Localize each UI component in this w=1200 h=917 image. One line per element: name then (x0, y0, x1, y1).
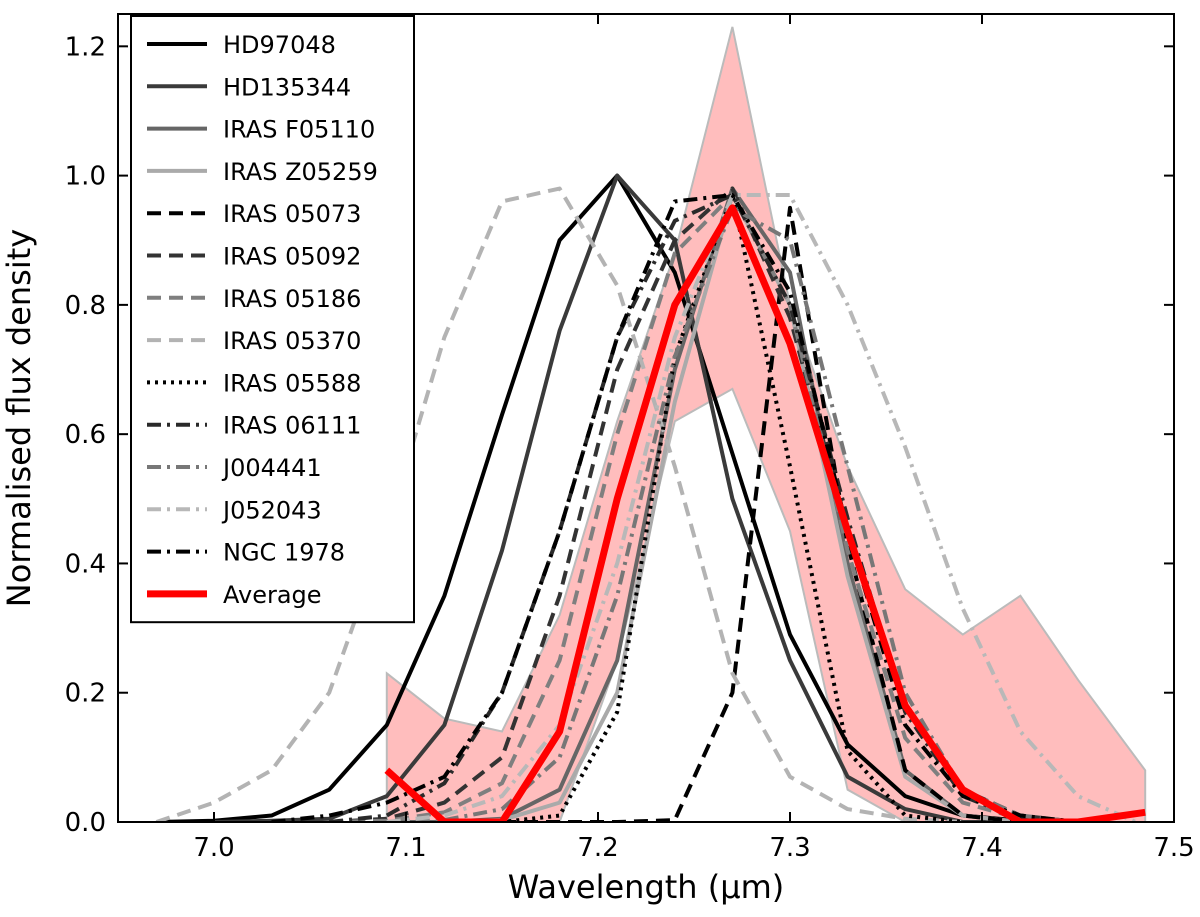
legend-label-iras-05588: IRAS 05588 (223, 369, 361, 397)
plot-frame (117, 13, 1175, 823)
legend-label-iras-05092: IRAS 05092 (223, 243, 361, 271)
y-tick-label: 0.2 (65, 679, 106, 709)
x-tick-label: 7.1 (385, 833, 426, 863)
x-tick-label: 7.0 (193, 833, 234, 863)
legend-label-j052043: J052043 (221, 496, 322, 524)
ticks-layer: 7.0 7.1 7.2 7.3 7.4 7.5 0.0 0.2 0.4 0.6 0.8 1.0 1.2 (65, 14, 1195, 863)
x-tick-label: 7.4 (961, 833, 1002, 863)
series-line-iras-05370 (155, 186, 963, 822)
y-tick-label: 1.2 (65, 32, 106, 62)
series-line-j004441 (386, 205, 1079, 822)
legend: HD97048 HD135344 IRAS F05110 IRAS Z05259 IRA… (130, 15, 415, 624)
legend-label-iras-z05259: IRAS Z05259 (223, 158, 378, 186)
legend-label-j004441: J004441 (221, 454, 322, 482)
x-tick-label: 7.5 (1153, 833, 1194, 863)
x-tick-label: 7.2 (577, 833, 618, 863)
series-line-iras-05186 (329, 192, 1079, 822)
y-tick-label: 0.0 (65, 808, 106, 838)
legend-label-iras-05186: IRAS 05186 (223, 285, 361, 313)
y-tick-label: 0.4 (65, 549, 106, 579)
legend-label-ngc-1978: NGC 1978 (223, 539, 345, 567)
legend-label-iras-f05110: IRAS F05110 (223, 116, 375, 144)
y-tick-label: 0.6 (65, 420, 106, 450)
series-line-iras-06111 (328, 192, 1079, 822)
legend-label-hd135344: HD135344 (223, 73, 351, 101)
legend-box (130, 15, 415, 624)
y-tick-label: 0.8 (65, 291, 106, 321)
legend-label-iras-06111: IRAS 06111 (223, 412, 361, 440)
y-tick-label: 1.0 (65, 162, 106, 192)
series-line-iras-05588 (444, 192, 964, 822)
legend-label-iras-05073: IRAS 05073 (223, 200, 361, 228)
series-line-ngc-1978 (271, 192, 1079, 822)
legend-label-iras-05370: IRAS 05370 (223, 327, 361, 355)
x-tick-label: 7.3 (769, 833, 810, 863)
series-layer (155, 173, 1146, 822)
series-line-iras-05073 (502, 205, 1078, 822)
series-line-hd135344 (213, 173, 1021, 822)
series-line-iras-05092 (329, 186, 1079, 822)
legend-label-hd97048: HD97048 (223, 31, 336, 59)
legend-label-average: Average (223, 581, 322, 609)
x-axis-label: Wavelength (μm) (508, 868, 785, 906)
y-axis-label: Normalised flux density (0, 229, 38, 607)
series-line-average (384, 204, 1146, 822)
